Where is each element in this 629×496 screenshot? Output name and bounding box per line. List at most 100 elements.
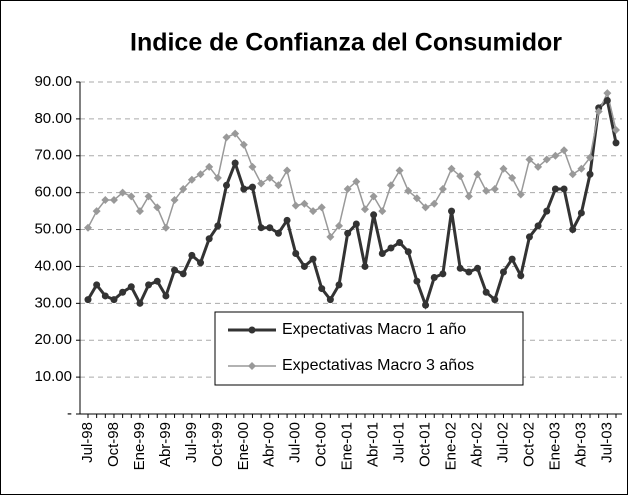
point: [84, 223, 92, 232]
point: [543, 207, 551, 215]
point: [257, 179, 266, 188]
point: [187, 175, 196, 184]
point: [369, 192, 378, 201]
point: [491, 296, 499, 304]
x-tick-label: Ene-00: [235, 422, 252, 470]
point: [274, 181, 283, 190]
point: [386, 181, 395, 190]
point: [248, 162, 257, 171]
point: [257, 224, 265, 232]
point: [534, 222, 542, 230]
point: [525, 233, 533, 241]
point: [412, 194, 421, 203]
point: [326, 296, 334, 304]
point: [508, 173, 517, 182]
point: [248, 183, 256, 191]
point: [551, 185, 559, 193]
point: [222, 133, 231, 142]
point: [577, 164, 586, 173]
x-tick-label: Oct-98: [105, 422, 122, 467]
point: [213, 173, 222, 182]
legend-label: Expectativas Macro 3 años: [282, 357, 474, 374]
point: [577, 209, 585, 217]
y-tick-label: 80.00: [34, 110, 72, 127]
point: [222, 181, 230, 189]
point: [542, 155, 551, 164]
point: [395, 166, 404, 175]
point: [335, 281, 343, 289]
point: [153, 203, 162, 212]
point: [603, 89, 612, 98]
point: [179, 270, 187, 278]
x-tick-label: Jul-01: [391, 422, 408, 463]
x-tick-label: Oct-02: [520, 422, 537, 467]
point: [118, 188, 127, 197]
point: [291, 201, 300, 210]
point: [490, 184, 499, 193]
point: [447, 164, 456, 173]
point: [231, 129, 240, 138]
legend: Expectativas Macro 1 año Expectativas Mac…: [214, 311, 524, 386]
point: [560, 185, 568, 193]
point: [439, 270, 447, 278]
y-tick-label: 90.00: [34, 73, 72, 90]
x-tick-label: Ene-99: [131, 422, 148, 470]
point: [430, 274, 438, 282]
point: [318, 285, 326, 293]
point: [517, 272, 525, 280]
point: [360, 205, 369, 214]
point: [101, 292, 109, 300]
x-tick-label: Abr-01: [365, 422, 382, 467]
y-tick-label: 30.00: [34, 294, 72, 311]
x-tick-label: Abr-02: [468, 422, 485, 467]
point: [188, 251, 196, 259]
point: [586, 170, 594, 178]
point: [136, 299, 144, 307]
point: [404, 248, 412, 256]
point: [317, 203, 326, 212]
point: [387, 244, 395, 252]
point: [239, 140, 248, 149]
point: [525, 155, 534, 164]
point: [309, 207, 318, 216]
x-tick-label: Abr-99: [157, 422, 174, 467]
point: [612, 139, 620, 147]
point: [344, 229, 352, 237]
point: [603, 96, 611, 104]
x-tick-label: Ene-02: [443, 422, 460, 470]
point: [378, 207, 387, 216]
point: [309, 255, 317, 263]
point: [370, 211, 378, 219]
point: [335, 221, 344, 230]
point: [171, 266, 179, 274]
x-tick-label: Jul-00: [287, 422, 304, 463]
x-tick-label: Ene-01: [339, 422, 356, 470]
y-tick-label: 10.00: [34, 368, 72, 385]
point: [248, 362, 256, 370]
point: [300, 199, 309, 208]
point: [464, 192, 473, 201]
point: [568, 170, 577, 179]
x-tick-label: Oct-00: [313, 422, 330, 467]
y-tick-label: 20.00: [34, 331, 72, 348]
point: [300, 262, 308, 270]
point: [474, 264, 482, 272]
legend-label: Expectativas Macro 1 año: [282, 321, 466, 338]
x-tick-label: Oct-01: [417, 422, 434, 467]
point: [404, 186, 413, 195]
series-points: [84, 89, 620, 241]
point: [205, 162, 214, 171]
point: [240, 185, 248, 193]
y-tick-label: -: [67, 405, 72, 422]
point: [145, 281, 153, 289]
point: [396, 238, 404, 246]
point: [101, 196, 110, 205]
point: [179, 184, 188, 193]
point: [499, 164, 508, 173]
chart-title: Indice de Confianza del Consumidor: [130, 29, 562, 57]
point: [170, 196, 179, 205]
point: [196, 170, 205, 179]
point: [473, 170, 482, 179]
